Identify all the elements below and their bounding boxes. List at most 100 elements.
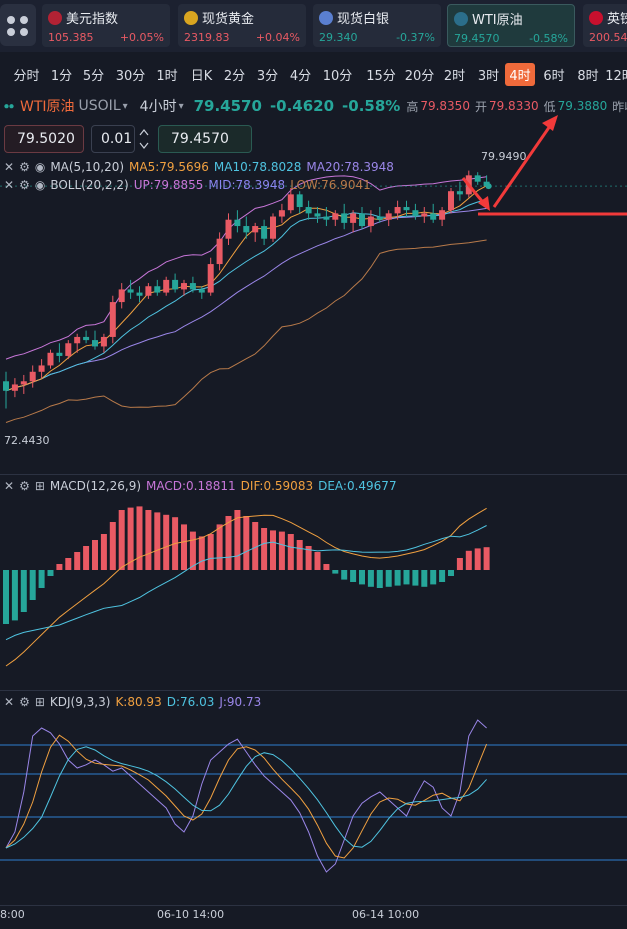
timeframe-tab[interactable]: 15分: [366, 68, 396, 84]
candle-body: [270, 216, 276, 239]
step-stepper[interactable]: [137, 125, 151, 153]
candle-body: [145, 286, 152, 296]
timeframe-tab[interactable]: 日K: [190, 68, 213, 84]
macd-bar: [11, 570, 18, 621]
timeframe-tab[interactable]: 12时: [605, 68, 627, 84]
time-label: 8:00: [0, 908, 25, 921]
close-icon[interactable]: ✕: [4, 479, 15, 493]
ticker-change: +0.05%: [119, 31, 164, 44]
settings-icon[interactable]: ⚙: [19, 160, 30, 174]
timeframe-tab[interactable]: 3时: [477, 68, 500, 84]
candle-body: [456, 191, 463, 195]
timeframe-tab[interactable]: 1时: [156, 68, 178, 84]
macd-bar: [216, 524, 223, 570]
timeframe-tab[interactable]: 4分: [289, 68, 312, 84]
settings-icon[interactable]: ⚙: [19, 695, 30, 709]
timeframe-tab[interactable]: 4时: [505, 62, 535, 86]
macd-bar: [29, 570, 36, 600]
symbol-dropdown-icon[interactable]: ▾: [122, 100, 128, 112]
period-dropdown-icon[interactable]: ▾: [178, 100, 184, 112]
macd-bar: [403, 570, 410, 585]
macd-bar: [394, 570, 401, 586]
candle-body: [216, 238, 223, 265]
macd-bar: [439, 570, 446, 582]
candle-body: [3, 381, 9, 391]
macd-bar: [3, 570, 9, 624]
macd-bar: [332, 570, 339, 574]
eye-icon[interactable]: ◉: [34, 160, 46, 174]
close-icon[interactable]: ✕: [4, 695, 15, 709]
timeframe-tab[interactable]: 3分: [256, 68, 279, 84]
timeframe-tab[interactable]: 5分: [82, 68, 105, 84]
step-input[interactable]: 0.01: [91, 125, 135, 153]
timeframe-tab[interactable]: 6时: [543, 68, 565, 84]
timeframe-tab[interactable]: 30分: [115, 68, 146, 84]
ticker-card[interactable]: 现货白银 29.340 -0.37%: [313, 4, 441, 47]
macd-bar: [456, 558, 463, 570]
expand-icon[interactable]: ⊞: [34, 695, 45, 709]
ma5-value: MA5:79.5696: [129, 160, 209, 174]
expand-icon[interactable]: ⊞: [34, 479, 45, 493]
macd-bar: [252, 522, 259, 570]
macd-bar: [83, 546, 90, 570]
close-icon[interactable]: ✕: [4, 160, 15, 174]
boll-low-value: LOW:76.9041: [290, 178, 371, 192]
period-select[interactable]: 4小时: [139, 99, 177, 115]
macd-bar: [270, 530, 276, 570]
dif-line: [5, 507, 487, 667]
settings-icon[interactable]: ⚙: [19, 178, 30, 192]
ticker-card[interactable]: 英镑 200.540: [583, 4, 627, 47]
symbol-code[interactable]: USOIL: [78, 98, 121, 114]
low-label: 低: [543, 99, 556, 114]
boll-legend: ✕ ⚙ ◉ BOLL(20,2,2) UP:79.8855 MID:78.394…: [4, 178, 371, 192]
eye-icon[interactable]: ◉: [34, 178, 46, 192]
timeframe-tab[interactable]: 分时: [13, 68, 40, 84]
close-icon[interactable]: ✕: [4, 178, 15, 192]
pane-divider[interactable]: [0, 474, 627, 475]
grid-menu-icon[interactable]: [0, 4, 36, 46]
settings-icon[interactable]: ⚙: [19, 479, 30, 493]
open-label: 开: [474, 99, 487, 114]
ticker-price: 79.4570: [454, 32, 500, 45]
candle-body: [430, 213, 437, 220]
candle-body: [385, 213, 392, 220]
annotation-arrow: [492, 125, 552, 208]
candle-body: [323, 216, 330, 220]
timeframe-tab[interactable]: 10分: [322, 68, 353, 84]
macd-bar: [207, 534, 214, 570]
candle-body: [421, 213, 428, 217]
symbol-name[interactable]: WTI原油: [20, 99, 75, 115]
candle-body: [109, 302, 116, 337]
candle-body: [154, 286, 161, 293]
timeframe-tab[interactable]: 2分: [223, 68, 246, 84]
j-line: [5, 719, 487, 873]
candle-body: [234, 219, 241, 227]
macd-bar: [225, 516, 232, 570]
silver-coin-icon: [319, 10, 333, 25]
timeframe-tab[interactable]: 1分: [50, 68, 73, 84]
timeframe-tab[interactable]: 20分: [404, 68, 435, 84]
timeframe-tab[interactable]: 8时: [577, 68, 599, 84]
ask-price-button[interactable]: 79.4570: [158, 125, 252, 153]
ticker-card[interactable]: 美元指数 105.385 +0.05%: [42, 4, 170, 47]
macd-bar: [430, 570, 437, 585]
timeframe-bar: 分时 1分 5分 30分 1时 日K 2分 3分 4分 10分 15分 20分 2时 3时 4时 6时 8时 12…: [0, 60, 627, 88]
macd-bar: [261, 528, 268, 570]
candle-body: [207, 264, 214, 293]
candle-body: [118, 289, 125, 303]
candle-body: [163, 279, 170, 293]
dea-line: [5, 525, 487, 641]
ticker-card[interactable]: 现货黄金 2319.83 +0.04%: [178, 4, 306, 47]
price-change-pct: -0.58%: [342, 97, 401, 115]
bid-price-button[interactable]: 79.5020: [4, 125, 84, 153]
candle-body: [172, 279, 179, 290]
macd-bar: [65, 558, 72, 570]
macd-bar: [92, 540, 98, 570]
boll-upper-line: [5, 175, 487, 360]
ticker-change: +0.04%: [255, 31, 300, 44]
pane-divider[interactable]: [0, 690, 627, 691]
ticker-card[interactable]: WTI原油 79.4570 -0.58%: [447, 4, 575, 47]
macd-bar: [47, 570, 54, 576]
timeframe-tab[interactable]: 2时: [443, 68, 466, 84]
